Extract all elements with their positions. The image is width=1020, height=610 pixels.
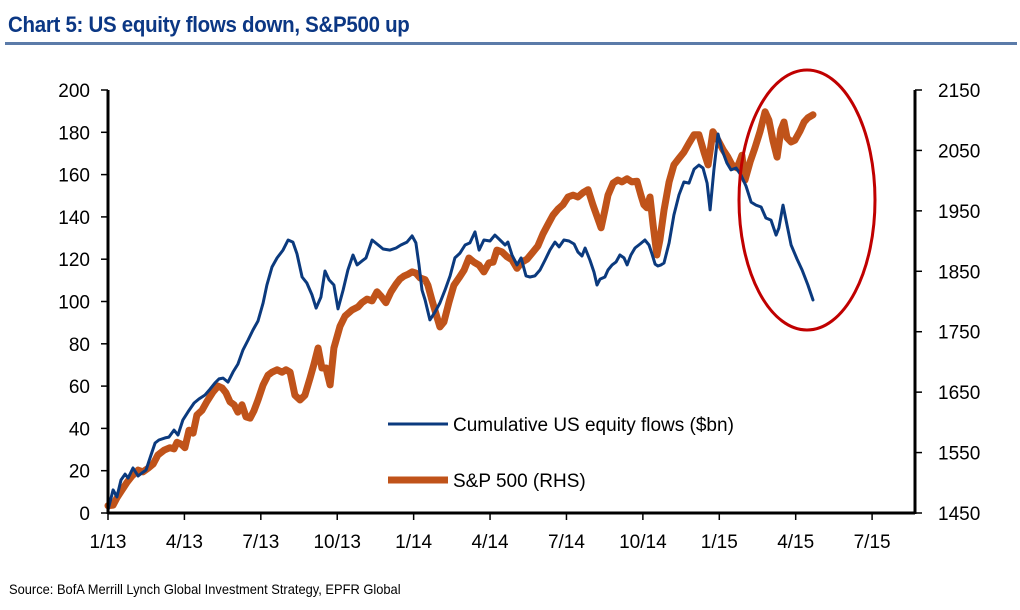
y-left-tick-label: 80 xyxy=(69,335,90,356)
y-right-tick-label: 1750 xyxy=(938,323,980,344)
x-tick-label: 1/14 xyxy=(395,532,432,553)
y-left-tick-label: 180 xyxy=(58,123,90,144)
x-tick-label: 10/13 xyxy=(313,532,361,553)
y-left-tick-label: 0 xyxy=(79,504,90,525)
x-tick-label: 4/15 xyxy=(777,532,814,553)
y-left-tick-label: 100 xyxy=(58,293,90,314)
legend: Cumulative US equity flows ($bn) S&P 500… xyxy=(388,415,734,492)
chart-title: Chart 5: US equity flows down, S&P500 up xyxy=(8,12,410,37)
y-left-tick-label: 200 xyxy=(58,81,90,102)
x-tick-label: 7/14 xyxy=(548,532,585,553)
y-left-tick-label: 160 xyxy=(58,166,90,187)
y-left-tick-label: 140 xyxy=(58,208,90,229)
y-right-tick-label: 2150 xyxy=(938,81,980,102)
x-tick-label: 1/15 xyxy=(701,532,738,553)
x-axis: 1/13 4/13 7/13 10/13 1/14 4/14 7/14 10/14 1/15 4/… xyxy=(90,513,891,553)
x-tick-label: 4/14 xyxy=(472,532,509,553)
series-line-sp500 xyxy=(104,108,817,510)
annotation-circle xyxy=(737,68,877,332)
y-left-tick-label: 60 xyxy=(69,377,90,398)
y-left-tick-label: 120 xyxy=(58,250,90,271)
y-left-tick-label: 40 xyxy=(69,419,90,440)
title-underline xyxy=(5,42,1017,45)
x-tick-label: 7/15 xyxy=(854,532,891,553)
series-line-flows xyxy=(106,132,815,512)
x-tick-label: 1/13 xyxy=(90,532,127,553)
y-right-tick-label: 1650 xyxy=(938,383,980,404)
y-right-tick-label: 1550 xyxy=(938,444,980,465)
axis-frame xyxy=(106,90,917,515)
y-right-tick-label: 1450 xyxy=(938,504,980,525)
y-right-tick-label: 1950 xyxy=(938,202,980,223)
y-left-tick-label: 20 xyxy=(69,462,90,483)
x-tick-label: 7/13 xyxy=(242,532,279,553)
x-tick-label: 4/13 xyxy=(166,532,203,553)
right-axis: 1450 1550 1650 1750 1850 1950 2050 2150 xyxy=(915,81,980,525)
left-axis: 0 20 40 60 80 100 120 140 160 180 200 xyxy=(58,81,108,525)
series-group xyxy=(104,108,817,512)
y-right-tick-label: 1850 xyxy=(938,262,980,283)
source-note: Source: BofA Merrill Lynch Global Invest… xyxy=(9,581,401,597)
x-tick-label: 10/14 xyxy=(619,532,667,553)
legend-label-sp500: S&P 500 (RHS) xyxy=(453,471,586,492)
legend-label-flows: Cumulative US equity flows ($bn) xyxy=(453,415,734,436)
y-right-tick-label: 2050 xyxy=(938,141,980,162)
